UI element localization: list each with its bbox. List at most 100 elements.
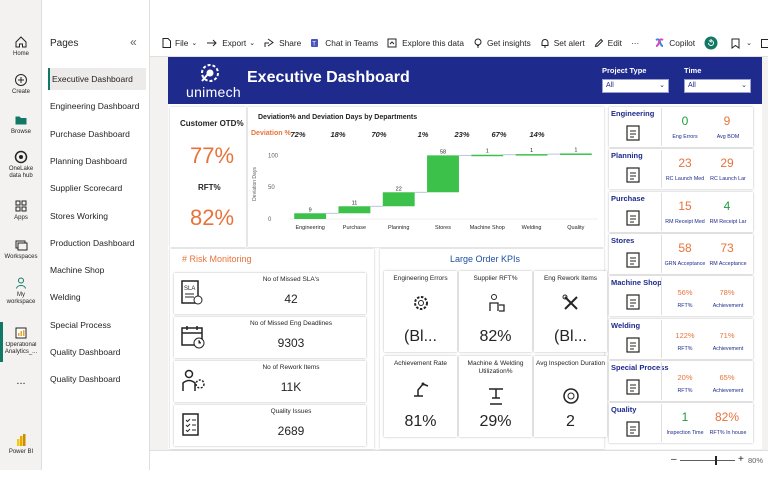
unimech-logo-icon xyxy=(201,64,219,82)
page-tab[interactable]: Quality Dashboard xyxy=(50,347,121,357)
rail-label: Create xyxy=(11,89,30,95)
project-type-slicer[interactable]: All ⌄ xyxy=(602,79,669,93)
rail-label: Workspaces xyxy=(4,254,38,260)
share-icon xyxy=(264,38,274,47)
deviation-percent-value: 14% xyxy=(529,130,545,139)
page-tab[interactable]: Engineering Dashboard xyxy=(50,101,140,112)
dept-metric-1-label: RM Receipt Med xyxy=(665,218,705,225)
dept-metric-1-value: 20% xyxy=(677,372,693,382)
rail-workspaces[interactable]: Workspaces xyxy=(0,238,42,261)
chat-in-teams-button[interactable]: T Chat in Teams xyxy=(310,38,378,48)
risk-card-rework-items: No of Rework Items 11K xyxy=(174,361,366,402)
zoom-in-button[interactable]: + xyxy=(738,454,744,465)
time-slicer-label: Time xyxy=(684,66,702,75)
page-tab[interactable]: Production Dashboard xyxy=(50,237,135,248)
export-menu[interactable]: Export ⌄ xyxy=(206,38,255,48)
power-bi-brand[interactable]: Power BI xyxy=(0,433,42,456)
dept-metric-1-label: RFT% xyxy=(677,387,693,394)
kpi-achievement-rate: Achievement Rate 81% xyxy=(384,356,457,437)
dept-card-welding: Welding 122% RFT% 71% Achievement xyxy=(609,318,753,359)
page-tab[interactable]: Welding xyxy=(50,292,81,303)
robot-arm-icon xyxy=(414,382,429,397)
report-title: Executive Dashboard xyxy=(247,69,410,86)
bell-icon xyxy=(541,39,549,48)
explore-data-button[interactable]: Explore this data xyxy=(387,38,464,48)
page-tab[interactable]: Executive Dashboard xyxy=(48,68,146,90)
dept-name: Welding xyxy=(611,320,641,330)
pages-pane: Pages « Executive Dashboard Engineering D… xyxy=(42,0,150,470)
get-insights-button[interactable]: Get insights xyxy=(473,38,531,48)
zoom-slider[interactable] xyxy=(680,460,735,461)
timer-dial-icon xyxy=(563,388,579,404)
machine-press-icon xyxy=(489,388,503,405)
rail-create[interactable]: Create xyxy=(0,73,42,96)
dept-name: Purchase xyxy=(611,193,645,203)
dept-name: Machine Shop xyxy=(611,278,662,288)
rail-apps[interactable]: Apps xyxy=(0,199,42,222)
more-options-button[interactable]: ··· xyxy=(630,38,640,48)
risk-card-label: No of Missed Eng Deadlines xyxy=(249,320,332,327)
dept-divider xyxy=(661,277,662,316)
set-alert-button[interactable]: Set alert xyxy=(540,38,585,48)
deviation-waterfall-chart[interactable]: Deviation Days1005009Engineering11Purcha… xyxy=(248,142,604,245)
slicer-value: All xyxy=(688,82,696,89)
collapse-pages-button[interactable]: « xyxy=(130,35,137,49)
large-order-kpis-title: Large Order KPIs xyxy=(450,254,521,264)
kpi-eng-rework-items: Eng Rework Items (Bl... xyxy=(534,271,607,352)
rail-label: Browse xyxy=(10,129,31,135)
wrench-tools-icon xyxy=(562,294,578,310)
risk-card-value: 2689 xyxy=(277,424,305,438)
y-tick-label: 50 xyxy=(268,185,275,191)
refresh-button[interactable] xyxy=(704,36,722,50)
kpi-label: Achievement Rate xyxy=(393,360,448,367)
kpi-value: (Bl... xyxy=(404,328,437,345)
dept-metric-1-value: 58 xyxy=(678,240,692,255)
dept-card-purchase: Purchase 15 RM Receipt Med 4 RM Receipt Lar xyxy=(609,191,753,232)
kpi-supplier-rft: Supplier RFT% 82% xyxy=(459,271,532,352)
dept-metric-1-label: RFT% xyxy=(677,303,693,310)
x-tick-label: Quality xyxy=(567,225,584,231)
waterfall-bar xyxy=(294,213,327,219)
page-tab[interactable]: Special Process xyxy=(50,319,111,330)
dept-divider xyxy=(661,234,662,273)
rail-my-workspace[interactable]: My workspace xyxy=(0,276,42,306)
copilot-button[interactable]: Copilot xyxy=(654,38,695,48)
project-type-slicer-label: Project Type xyxy=(602,66,647,75)
apps-grid-icon xyxy=(15,200,27,212)
file-menu[interactable]: File ⌄ xyxy=(162,38,197,48)
time-slicer[interactable]: All ⌄ xyxy=(684,79,751,93)
dept-card-engineering: Engineering 0 Eng Errors 9 Avg BOM xyxy=(609,107,753,147)
zoom-out-button[interactable]: – xyxy=(671,454,677,465)
zoom-slider-thumb[interactable] xyxy=(715,456,717,465)
person-icon xyxy=(16,277,26,289)
edit-button[interactable]: Edit xyxy=(594,38,622,48)
bar-data-label: 9 xyxy=(309,207,312,213)
rail-browse[interactable]: Browse xyxy=(0,113,42,136)
page-tab[interactable]: Supplier Scorecard xyxy=(50,183,123,194)
rail-operational-analytics[interactable]: Operational Analytics_... xyxy=(0,326,42,356)
dept-divider xyxy=(661,150,662,189)
kpi-label: Engineering Errors xyxy=(393,275,448,282)
share-button[interactable]: Share xyxy=(264,38,301,48)
deviation-percent-value: 72% xyxy=(290,130,306,139)
page-tab[interactable]: Quality Dashboard xyxy=(50,374,121,385)
page-tab[interactable]: Machine Shop xyxy=(50,265,105,276)
rail-home[interactable]: Home xyxy=(0,35,42,58)
page-tab[interactable]: Purchase Dashboard xyxy=(50,128,130,139)
bookmark-button[interactable]: ⌄ xyxy=(731,38,752,49)
dept-metric-1-value: 1 xyxy=(681,410,689,425)
quality-icon xyxy=(626,421,640,437)
page-tab[interactable]: Planning Dashboard xyxy=(50,155,128,166)
share-label: Share xyxy=(279,38,302,48)
page-tab[interactable]: Stores Working xyxy=(50,210,108,221)
view-button[interactable]: ⌄ xyxy=(760,38,768,48)
risk-card-value: 9303 xyxy=(277,336,305,350)
customer-otd-title: Customer OTD% xyxy=(180,119,244,128)
sla-document-icon: SLA xyxy=(181,280,203,305)
dept-metric-2-value: 4 xyxy=(723,198,731,213)
rail-more[interactable]: ... xyxy=(16,375,26,387)
rail-onelake[interactable]: OneLake data hub xyxy=(0,150,42,180)
dept-metric-2-value: 65% xyxy=(719,372,735,382)
risk-card-missed-eng-deadlines: No of Missed Eng Deadlines 9303 xyxy=(174,317,366,358)
dept-metric-2-value: 29 xyxy=(720,156,734,171)
